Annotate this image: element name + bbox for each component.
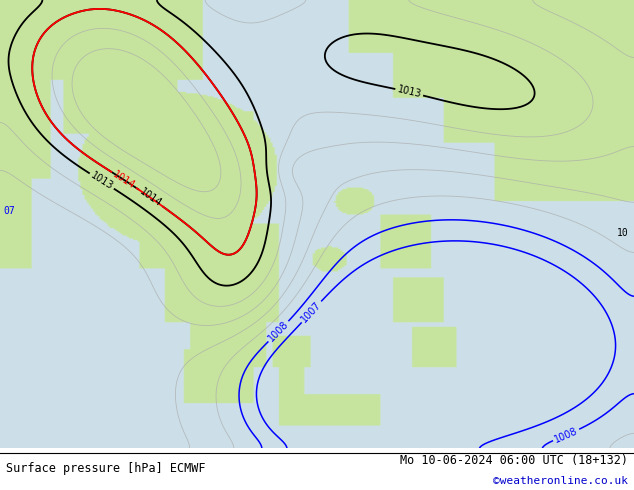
Text: Surface pressure [hPa] ECMWF: Surface pressure [hPa] ECMWF: [6, 462, 206, 475]
Text: 1014: 1014: [111, 169, 137, 191]
Text: 1008: 1008: [553, 425, 579, 444]
Text: 1013: 1013: [396, 84, 422, 100]
Text: Mo 10-06-2024 06:00 UTC (18+132): Mo 10-06-2024 06:00 UTC (18+132): [399, 454, 628, 467]
Text: 1013: 1013: [89, 171, 115, 192]
Text: 1014: 1014: [138, 187, 164, 209]
Text: 1007: 1007: [299, 299, 323, 324]
Text: 1008: 1008: [266, 319, 290, 343]
Text: ©weatheronline.co.uk: ©weatheronline.co.uk: [493, 476, 628, 486]
Text: 10: 10: [617, 228, 629, 238]
Text: 07: 07: [3, 206, 15, 216]
